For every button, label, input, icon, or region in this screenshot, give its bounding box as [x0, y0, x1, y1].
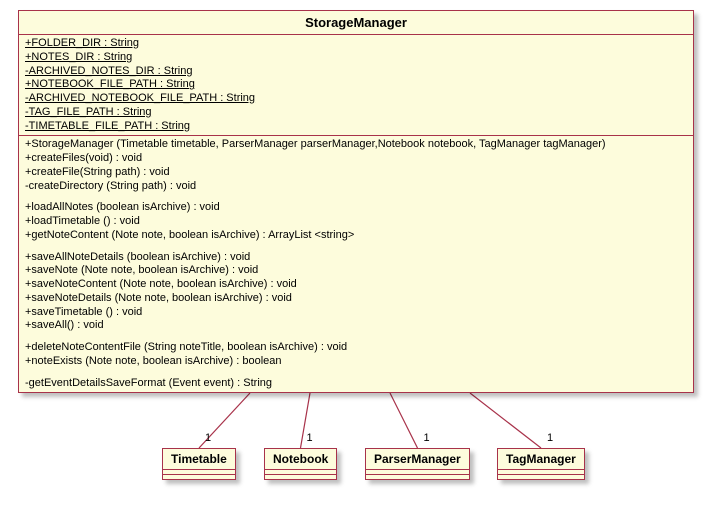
multiplicity-label: 1: [424, 432, 430, 444]
methods-section: +StorageManager (Timetable timetable, Pa…: [19, 136, 693, 392]
method-line: -getEventDetailsSaveFormat (Event event)…: [25, 377, 687, 391]
method-line: +saveAllNoteDetails (boolean isArchive) …: [25, 251, 687, 265]
method-line: +saveNoteDetails (Note note, boolean isA…: [25, 292, 687, 306]
method-line: +saveNote (Note note, boolean isArchive)…: [25, 264, 687, 278]
attribute-line: +NOTES_DIR : String: [25, 51, 687, 65]
related-class-box: TagManager: [497, 448, 585, 480]
method-line: +loadTimetable () : void: [25, 215, 687, 229]
attribute-line: -ARCHIVED_NOTEBOOK_FILE_PATH : String: [25, 92, 687, 106]
related-class-title: Notebook: [265, 449, 336, 470]
method-line: +deleteNoteContentFile (String noteTitle…: [25, 341, 687, 355]
method-line: +loadAllNotes (boolean isArchive) : void: [25, 201, 687, 215]
method-group: -getEventDetailsSaveFormat (Event event)…: [25, 377, 687, 391]
related-class-box: Timetable: [162, 448, 236, 480]
attributes-section: +FOLDER_DIR : String+NOTES_DIR : String-…: [19, 35, 693, 136]
multiplicity-label: 1: [205, 432, 211, 444]
attribute-line: -TIMETABLE_FILE_PATH : String: [25, 120, 687, 134]
multiplicity-label: 1: [547, 432, 553, 444]
related-class-title: TagManager: [498, 449, 584, 470]
main-class-box: StorageManager +FOLDER_DIR : String+NOTE…: [18, 10, 694, 393]
related-class-box: ParserManager: [365, 448, 470, 480]
method-line: +saveTimetable () : void: [25, 306, 687, 320]
attribute-line: +NOTEBOOK_FILE_PATH : String: [25, 78, 687, 92]
method-group: +saveAllNoteDetails (boolean isArchive) …: [25, 251, 687, 334]
attribute-line: +FOLDER_DIR : String: [25, 37, 687, 51]
method-group: +loadAllNotes (boolean isArchive) : void…: [25, 201, 687, 242]
class-title: StorageManager: [19, 11, 693, 35]
connectors: 1 1 1 1: [10, 393, 700, 448]
multiplicity-label: 1: [307, 432, 313, 444]
bottom-row: Timetable Notebook ParserManager TagManager: [10, 448, 700, 494]
method-line: +createFiles(void) : void: [25, 152, 687, 166]
method-group: +deleteNoteContentFile (String noteTitle…: [25, 341, 687, 369]
method-line: +saveNoteContent (Note note, boolean isA…: [25, 278, 687, 292]
method-line: +StorageManager (Timetable timetable, Pa…: [25, 138, 687, 152]
related-class-title: Timetable: [163, 449, 235, 470]
related-class-title: ParserManager: [366, 449, 469, 470]
method-line: +createFile(String path) : void: [25, 166, 687, 180]
method-group: +StorageManager (Timetable timetable, Pa…: [25, 138, 687, 193]
attribute-line: -TAG_FILE_PATH : String: [25, 106, 687, 120]
method-line: +saveAll() : void: [25, 319, 687, 333]
attribute-line: -ARCHIVED_NOTES_DIR : String: [25, 65, 687, 79]
method-line: +getNoteContent (Note note, boolean isAr…: [25, 229, 687, 243]
method-line: -createDirectory (String path) : void: [25, 180, 687, 194]
method-line: +noteExists (Note note, boolean isArchiv…: [25, 355, 687, 369]
related-class-box: Notebook: [264, 448, 337, 480]
